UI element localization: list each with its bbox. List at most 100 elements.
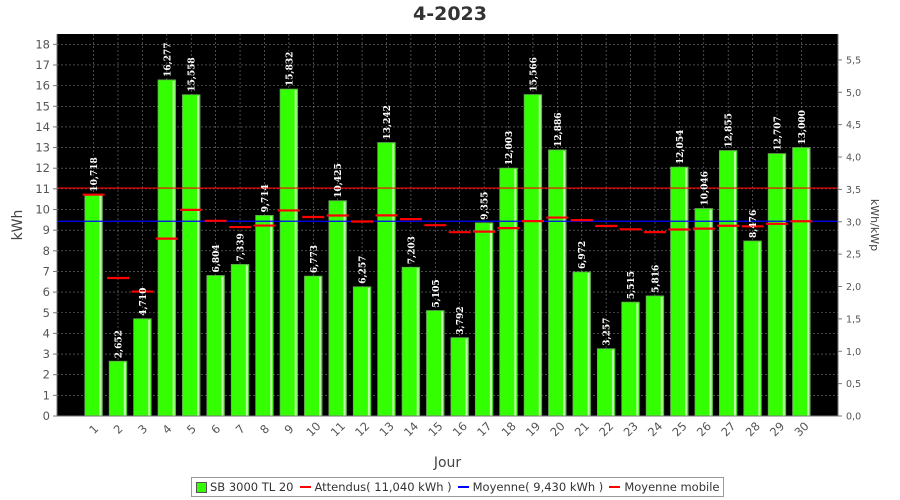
x-tick-label: 2: [111, 422, 126, 437]
bar-highlight: [611, 349, 614, 416]
bar-highlight: [99, 195, 102, 416]
x-tick-label: 4: [159, 422, 174, 437]
x-tick-label: 18: [499, 419, 519, 439]
bar-highlight: [319, 277, 322, 416]
legend: SB 3000 TL 20 Attendus( 11,040 kWh ) Moy…: [191, 477, 725, 497]
data-label: 5,816: [651, 265, 661, 293]
data-label: 9,355: [481, 192, 491, 220]
x-tick-label: 26: [694, 419, 714, 439]
y-tick-label: 6: [43, 285, 50, 299]
y-tick-label: 8: [43, 244, 50, 258]
bar-highlight: [636, 303, 639, 416]
x-tick-label: 22: [596, 419, 616, 439]
data-label: 9,714: [261, 184, 271, 212]
legend-item-production: SB 3000 TL 20: [196, 480, 294, 494]
data-label: 10,718: [90, 157, 100, 191]
x-tick-label: 9: [281, 422, 296, 437]
bar-highlight: [733, 151, 736, 416]
y-tick-label: 15: [35, 99, 50, 113]
bar-highlight: [123, 362, 126, 416]
legend-swatch-production: [196, 481, 207, 493]
data-label: 15,566: [529, 57, 539, 91]
legend-item-moving-average: Moyenne mobile: [609, 480, 719, 494]
legend-label-expected: Attendus( 11,040 kWh ): [314, 480, 452, 494]
data-label: 12,707: [773, 116, 783, 150]
bar-highlight: [782, 154, 785, 416]
bar-highlight: [245, 265, 248, 416]
x-tick-label: 16: [450, 419, 470, 439]
bar-highlight: [489, 223, 492, 416]
bar-highlight: [758, 241, 761, 416]
bar-highlight: [416, 268, 419, 416]
legend-label-moving-average: Moyenne mobile: [624, 480, 720, 494]
x-tick-label: 1: [86, 422, 101, 437]
x-tick-label: 28: [743, 419, 763, 439]
bar-highlight: [538, 95, 541, 417]
x-tick-label: 25: [669, 419, 689, 439]
data-label: 3,257: [603, 318, 613, 346]
x-tick-label: 7: [233, 422, 248, 437]
data-label: 6,804: [212, 244, 222, 272]
y2-tick-label: 4,0: [846, 153, 861, 164]
bar-highlight: [343, 201, 346, 416]
y-tick-label: 0: [43, 409, 50, 423]
data-label: 12,003: [505, 131, 515, 165]
bar-highlight: [367, 287, 370, 416]
x-tick-label: 20: [547, 419, 567, 439]
legend-item-average: Moyenne( 9,430 kWh ): [457, 480, 603, 494]
bar-highlight: [294, 90, 297, 417]
bar-highlight: [587, 273, 590, 416]
data-label: 12,855: [725, 113, 735, 147]
bar-highlight: [392, 143, 395, 416]
data-label: 12,054: [676, 130, 686, 164]
bar-highlight: [465, 338, 468, 416]
bar-highlight: [441, 311, 444, 416]
data-label: 2,652: [115, 330, 125, 358]
x-tick-label: 15: [425, 419, 445, 439]
y2-tick-label: 3,0: [846, 217, 861, 228]
bar-highlight: [221, 276, 224, 416]
y-tick-label: 5: [43, 306, 50, 320]
y2-tick-label: 2,5: [846, 250, 861, 261]
x-tick-label: 17: [474, 419, 494, 439]
x-tick-label: 8: [257, 422, 272, 437]
y-tick-label: 13: [35, 141, 50, 155]
legend-label-production: SB 3000 TL 20: [210, 480, 294, 494]
data-label: 13,242: [383, 105, 393, 139]
bar-highlight: [197, 95, 200, 416]
y2-tick-label: 2,0: [846, 282, 861, 293]
bar-highlight: [709, 209, 712, 416]
x-tick-label: 5: [184, 422, 199, 437]
x-tick-label: 6: [208, 422, 223, 437]
y2-tick-label: 5,5: [846, 55, 861, 66]
bar-highlight: [807, 148, 810, 416]
y-tick-label: 16: [35, 79, 50, 93]
x-tick-label: 13: [377, 419, 397, 439]
bar-highlight: [660, 296, 663, 416]
bar-highlight: [148, 319, 151, 416]
legend-swatch-moving-average: [609, 486, 621, 488]
data-label: 6,773: [310, 245, 320, 273]
y-tick-label: 2: [43, 368, 50, 382]
data-label: 5,515: [627, 271, 637, 299]
x-tick-label: 27: [718, 419, 738, 439]
y-tick-label: 1: [43, 388, 50, 402]
y-tick-label: 17: [35, 58, 50, 72]
x-tick-label: 23: [621, 419, 641, 439]
legend-item-expected: Attendus( 11,040 kWh ): [299, 480, 452, 494]
x-tick-label: 21: [572, 419, 592, 439]
bar-highlight: [563, 150, 566, 416]
x-tick-label: 12: [352, 419, 372, 439]
data-label: 10,425: [334, 163, 344, 197]
data-label: 3,792: [456, 307, 466, 335]
data-label: 7,339: [237, 233, 247, 261]
bar-highlight: [685, 168, 688, 416]
y2-tick-label: 0,0: [846, 412, 861, 423]
x-tick-label: 3: [135, 422, 150, 437]
y2-tick-label: 0,5: [846, 379, 861, 390]
y2-tick-label: 5,0: [846, 88, 861, 99]
y-axis-label: kWh: [10, 210, 26, 241]
data-label: 16,277: [163, 42, 173, 76]
y-tick-label: 10: [35, 203, 50, 217]
